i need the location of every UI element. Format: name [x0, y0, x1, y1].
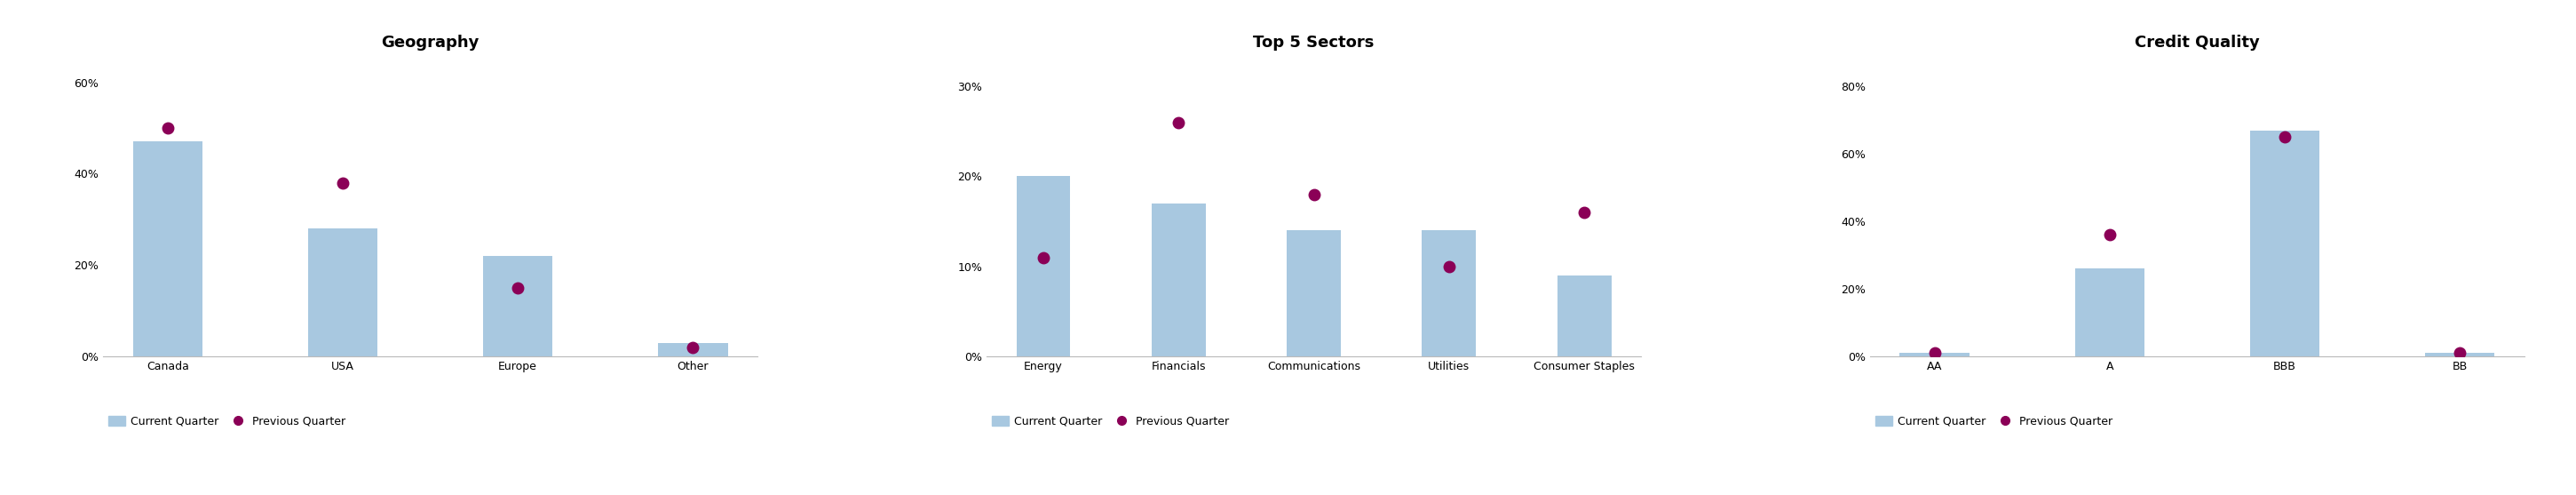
- Bar: [1899, 353, 1971, 356]
- Bar: [1018, 176, 1072, 356]
- Bar: [2424, 353, 2494, 356]
- Bar: [307, 229, 379, 356]
- Legend: Current Quarter, Previous Quarter: Current Quarter, Previous Quarter: [108, 415, 345, 427]
- Bar: [1422, 230, 1476, 356]
- Bar: [657, 343, 729, 356]
- Bar: [1288, 230, 1340, 356]
- Bar: [134, 142, 204, 356]
- Title: Top 5 Sectors: Top 5 Sectors: [1252, 35, 1376, 50]
- Title: Geography: Geography: [381, 35, 479, 50]
- Legend: Current Quarter, Previous Quarter: Current Quarter, Previous Quarter: [1875, 415, 2112, 427]
- Bar: [1556, 275, 1610, 356]
- Legend: Current Quarter, Previous Quarter: Current Quarter, Previous Quarter: [992, 415, 1229, 427]
- Title: Credit Quality: Credit Quality: [2136, 35, 2259, 50]
- Bar: [482, 256, 554, 356]
- Bar: [2074, 269, 2146, 356]
- Bar: [1151, 203, 1206, 356]
- Bar: [2249, 130, 2321, 356]
